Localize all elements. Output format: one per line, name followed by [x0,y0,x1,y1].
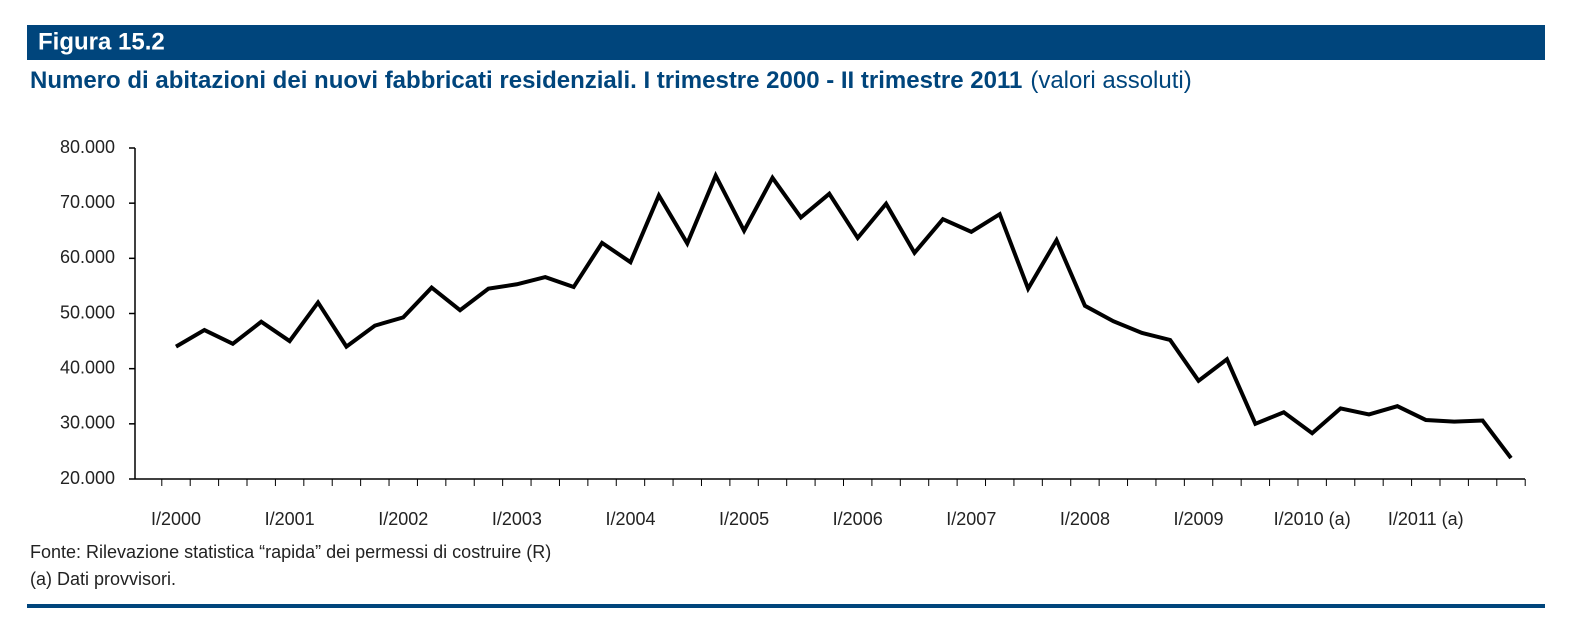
x-tick-label: I/2007 [946,509,996,529]
figure-label: Figura 15.2 [38,28,165,55]
y-tick-label: 40.000 [60,357,115,377]
x-tick-label: I/2010 (a) [1274,509,1351,529]
header-bar [27,25,1545,60]
x-tick-label: I/2004 [605,509,655,529]
y-tick-label: 20.000 [60,468,115,488]
y-tick-label: 50.000 [60,302,115,322]
x-tick-label: I/2003 [492,509,542,529]
title-note: (valori assoluti) [1030,67,1191,94]
y-tick-label: 30.000 [60,413,115,433]
note: (a) Dati provvisori. [30,569,176,589]
x-tick-label: I/2005 [719,509,769,529]
y-tick-label: 80.000 [60,137,115,157]
chart-title: Numero di abitazioni dei nuovi fabbricat… [30,67,1192,94]
x-tick-label: I/2009 [1174,509,1224,529]
y-tick-label: 70.000 [60,192,115,212]
x-tick-label: I/2011 (a) [1388,509,1464,529]
x-tick-label: I/2001 [265,509,315,529]
y-tick-label: 60.000 [60,247,115,267]
source: Fonte: Rilevazione statistica “rapida” d… [30,542,551,562]
x-tick-label: I/2000 [151,509,201,529]
data-line [174,170,1513,460]
x-tick-label: I/2006 [833,509,883,529]
x-tick-label: I/2008 [1060,509,1110,529]
bottom-rule [27,604,1545,608]
x-tick-label: I/2002 [378,509,428,529]
title: Numero di abitazioni dei nuovi fabbricat… [30,67,1022,94]
